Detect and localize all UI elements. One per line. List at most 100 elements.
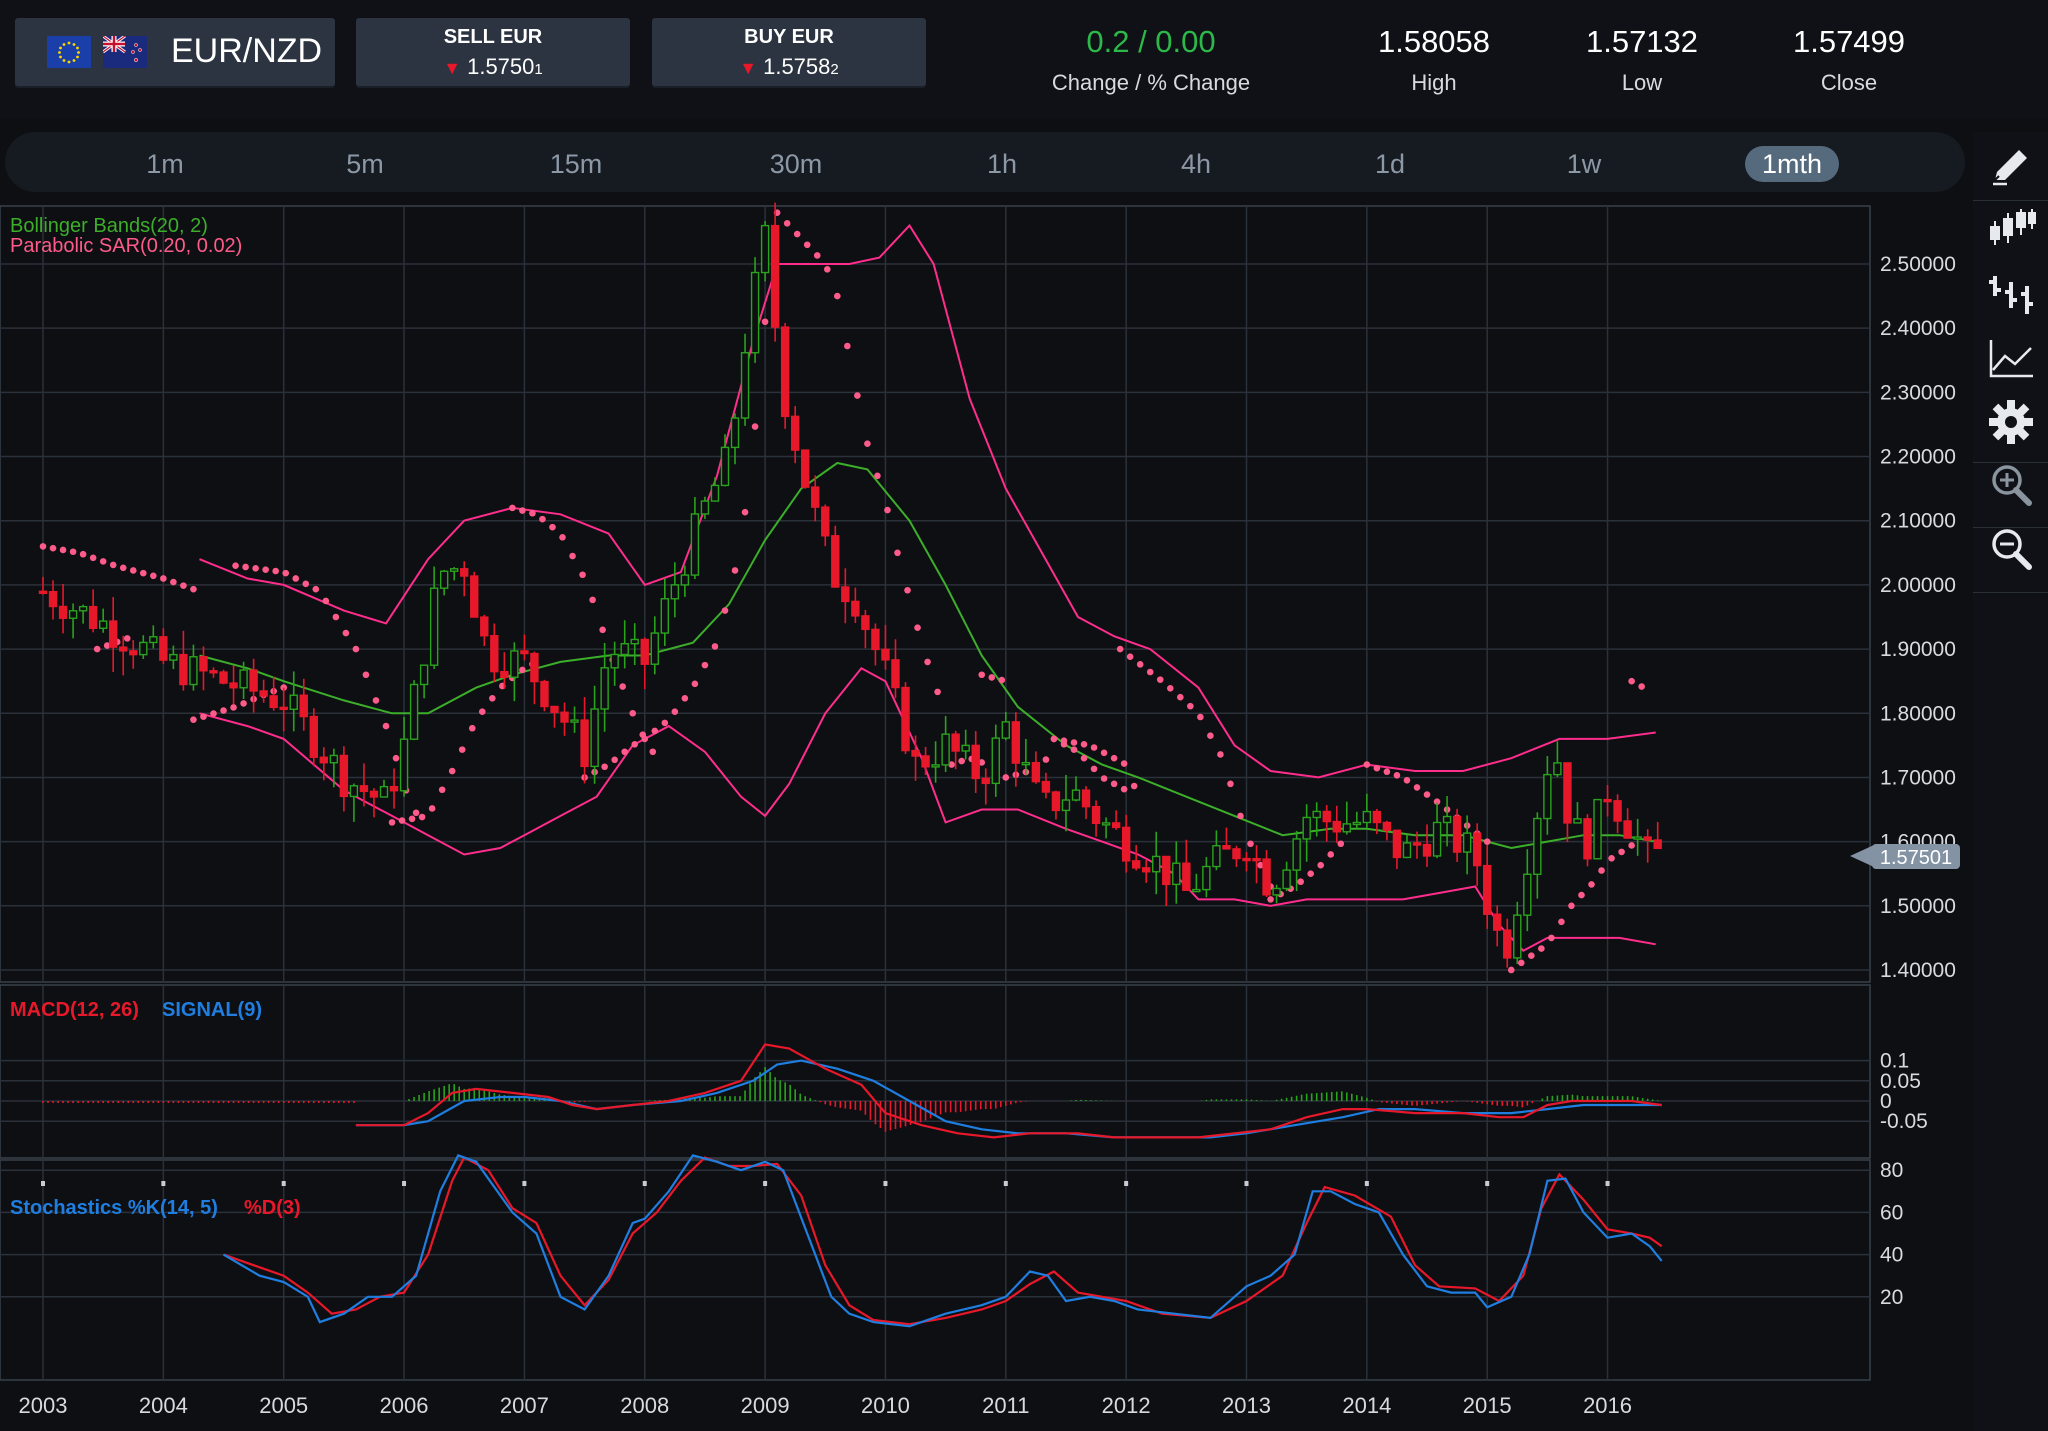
sar-dot bbox=[119, 564, 127, 572]
sar-dot bbox=[988, 674, 996, 681]
x-tick-label: 2015 bbox=[1463, 1393, 1512, 1418]
sar-dot bbox=[1558, 918, 1565, 926]
tool-sidebar bbox=[1973, 132, 2048, 1431]
candle-body bbox=[1071, 789, 1081, 801]
bollinger-lower-line bbox=[199, 667, 1656, 952]
sar-dot bbox=[1080, 754, 1088, 762]
sar-dot bbox=[1217, 751, 1224, 758]
candle-body bbox=[329, 754, 339, 764]
sar-dot bbox=[611, 756, 618, 764]
sar-dot bbox=[1120, 785, 1128, 793]
tick-dot bbox=[1364, 1181, 1369, 1186]
sar-dot bbox=[49, 544, 57, 552]
candle-body bbox=[750, 271, 760, 354]
zoom-in-icon[interactable] bbox=[1985, 460, 2037, 512]
tick-dot bbox=[522, 1181, 527, 1186]
tab-1d[interactable]: 1d bbox=[1374, 149, 1406, 179]
candle-body bbox=[500, 670, 509, 678]
tab-1m[interactable]: 1m bbox=[146, 149, 184, 179]
sar-dot bbox=[1070, 746, 1078, 753]
sar-dot bbox=[751, 423, 759, 430]
line-chart-icon[interactable] bbox=[1985, 332, 2037, 384]
ohlc-icon[interactable] bbox=[1985, 268, 2037, 320]
candle-body bbox=[1623, 820, 1632, 839]
sar-dot bbox=[803, 241, 811, 249]
candle-body bbox=[249, 669, 258, 692]
sar-dot bbox=[1628, 842, 1635, 849]
candle-body bbox=[1362, 810, 1372, 824]
sar-dot bbox=[150, 572, 157, 580]
candle-body bbox=[1142, 867, 1151, 873]
sar-dot bbox=[701, 661, 709, 669]
sar-dot bbox=[948, 761, 955, 768]
candlestick-icon[interactable] bbox=[1985, 203, 2037, 255]
gear-icon[interactable] bbox=[1985, 396, 2037, 448]
sar-dot bbox=[904, 586, 911, 594]
candle-body bbox=[981, 777, 990, 785]
candle-body bbox=[680, 574, 690, 586]
candle-body bbox=[811, 486, 820, 508]
sar-dot bbox=[438, 786, 446, 794]
candle-body bbox=[1212, 845, 1221, 868]
tab-5m[interactable]: 5m bbox=[346, 149, 384, 179]
tab-4h[interactable]: 4h bbox=[1180, 149, 1212, 179]
macd-tick-label: 0 bbox=[1880, 1090, 1892, 1113]
sar-dot bbox=[1538, 945, 1545, 952]
sar-dot bbox=[671, 708, 679, 715]
candle-body bbox=[1543, 773, 1552, 820]
sar-dot bbox=[1100, 775, 1108, 782]
candle-body bbox=[309, 715, 318, 758]
candle-body bbox=[1021, 761, 1031, 766]
candle-body bbox=[760, 224, 770, 274]
candle-body bbox=[1001, 721, 1010, 739]
buy-button[interactable]: BUY EUR ▼ 1.57582 bbox=[652, 18, 926, 86]
sar-dot bbox=[240, 700, 247, 707]
stochastics-panel bbox=[222, 1154, 1663, 1328]
tab-1w[interactable]: 1w bbox=[1566, 149, 1602, 179]
sar-dot bbox=[1060, 737, 1068, 745]
sar-dot bbox=[139, 569, 147, 577]
sar-dot bbox=[519, 666, 526, 674]
candle-body bbox=[1553, 762, 1562, 776]
candle-body bbox=[510, 650, 519, 678]
x-tick-label: 2012 bbox=[1102, 1393, 1151, 1418]
candle-body bbox=[1232, 848, 1241, 860]
tab-1mth[interactable]: 1mth bbox=[1745, 146, 1839, 182]
tick-dot bbox=[1003, 1181, 1008, 1186]
candle-body bbox=[1462, 832, 1472, 853]
sar-dot bbox=[1608, 855, 1615, 862]
tick-dot bbox=[402, 1181, 407, 1186]
candle-body bbox=[490, 635, 499, 673]
tab-30m[interactable]: 30m bbox=[769, 149, 823, 179]
candle-body bbox=[1272, 887, 1281, 896]
candle-body bbox=[1493, 913, 1502, 931]
y-tick-label: 2.50000 bbox=[1880, 253, 1956, 276]
sar-dot bbox=[1393, 772, 1401, 779]
candle-body bbox=[78, 605, 88, 612]
sar-dot bbox=[302, 580, 310, 588]
macd-tick-label: 0.1 bbox=[1880, 1050, 1909, 1073]
sar-dot bbox=[721, 607, 729, 614]
close-label: Close bbox=[1820, 70, 1878, 95]
pencil-icon[interactable] bbox=[1985, 140, 2037, 192]
zoom-out-icon[interactable] bbox=[1985, 524, 2037, 576]
stoch-tick-label: 40 bbox=[1880, 1244, 1903, 1267]
candle-body bbox=[1372, 810, 1382, 824]
candle-body bbox=[881, 648, 890, 661]
candle-body bbox=[921, 755, 930, 768]
currency-pair-selector[interactable]: EUR/NZD bbox=[15, 18, 335, 86]
candle-body bbox=[1252, 857, 1261, 862]
candle-body bbox=[1653, 839, 1662, 850]
tab-1h[interactable]: 1h bbox=[986, 149, 1018, 179]
candlesticks bbox=[38, 202, 1662, 968]
tab-15m[interactable]: 15m bbox=[549, 149, 603, 179]
sar-dot bbox=[252, 565, 259, 572]
candle-body bbox=[1442, 815, 1452, 824]
sar-dot bbox=[1337, 840, 1345, 848]
sar-dot bbox=[332, 613, 340, 621]
sell-button[interactable]: SELL EUR ▼ 1.57501 bbox=[356, 18, 630, 86]
sell-pip: 1 bbox=[534, 61, 543, 78]
sar-dot bbox=[958, 757, 965, 765]
candle-body bbox=[1583, 818, 1592, 860]
